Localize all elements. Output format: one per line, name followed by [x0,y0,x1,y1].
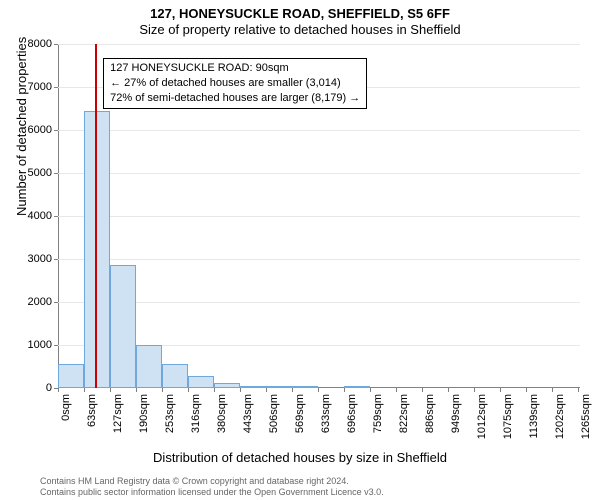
histogram-bar [214,383,240,388]
xtick-label: 759sqm [372,394,384,433]
xtick-label: 1265sqm [580,394,592,439]
ytick-label: 6000 [28,124,58,136]
callout-line: ← 27% of detached houses are smaller (3,… [110,76,360,91]
attribution-line: Contains HM Land Registry data © Crown c… [40,476,384,487]
xtick-label: 696sqm [346,394,358,433]
attribution-text: Contains HM Land Registry data © Crown c… [40,476,384,498]
gridline [58,173,580,174]
xtick-label: 633sqm [320,394,332,433]
ytick-label: 2000 [28,296,58,308]
xtick-label: 1202sqm [554,394,566,439]
ytick-label: 7000 [28,81,58,93]
ytick-label: 4000 [28,210,58,222]
ytick-label: 5000 [28,167,58,179]
chart-title-main: 127, HONEYSUCKLE ROAD, SHEFFIELD, S5 6FF [0,6,600,21]
histogram-bar [162,364,188,388]
xtick-mark [58,388,59,392]
callout-box: 127 HONEYSUCKLE ROAD: 90sqm← 27% of deta… [103,58,367,109]
xtick-label: 822sqm [398,394,410,433]
xtick-mark [318,388,319,392]
xtick-label: 949sqm [450,394,462,433]
xtick-mark [266,388,267,392]
xtick-mark [240,388,241,392]
xtick-label: 1012sqm [476,394,488,439]
xtick-mark [578,388,579,392]
ytick-label: 8000 [28,38,58,50]
xtick-label: 1139sqm [528,394,540,438]
xtick-label: 1075sqm [502,394,514,439]
xtick-mark [396,388,397,392]
xtick-mark [136,388,137,392]
xtick-mark [110,388,111,392]
histogram-bar [292,386,318,388]
xtick-mark [84,388,85,392]
x-axis-label: Distribution of detached houses by size … [0,450,600,465]
histogram-bar [110,265,136,388]
gridline [58,216,580,217]
xtick-mark [500,388,501,392]
chart-title-sub: Size of property relative to detached ho… [0,22,600,37]
chart-plot-area: 0100020003000400050006000700080000sqm63s… [58,44,580,388]
histogram-bar [266,386,292,388]
xtick-mark [370,388,371,392]
histogram-bar [136,345,162,388]
xtick-mark [162,388,163,392]
histogram-bar [344,386,370,388]
callout-line: 127 HONEYSUCKLE ROAD: 90sqm [110,61,360,76]
xtick-label: 63sqm [86,394,98,427]
xtick-label: 316sqm [190,394,202,433]
property-marker-line [95,44,97,388]
ytick-label: 1000 [28,339,58,351]
xtick-label: 443sqm [242,394,254,433]
xtick-mark [344,388,345,392]
xtick-label: 506sqm [268,394,280,433]
gridline [58,259,580,260]
gridline [58,130,580,131]
xtick-label: 569sqm [294,394,306,433]
xtick-mark [526,388,527,392]
xtick-label: 127sqm [112,394,124,433]
ytick-label: 3000 [28,253,58,265]
chart-title-block: 127, HONEYSUCKLE ROAD, SHEFFIELD, S5 6FF… [0,0,600,37]
xtick-mark [292,388,293,392]
xtick-mark [214,388,215,392]
xtick-label: 0sqm [60,394,72,421]
xtick-mark [552,388,553,392]
ytick-label: 0 [46,382,58,394]
xtick-mark [422,388,423,392]
xtick-label: 886sqm [424,394,436,433]
gridline [58,44,580,45]
xtick-mark [474,388,475,392]
xtick-mark [188,388,189,392]
xtick-label: 380sqm [216,394,228,433]
histogram-bar [240,386,266,388]
xtick-label: 253sqm [164,394,176,433]
xtick-mark [448,388,449,392]
histogram-bar [188,376,214,388]
xtick-label: 190sqm [138,394,150,433]
gridline [58,302,580,303]
callout-line: 72% of semi-detached houses are larger (… [110,91,360,106]
histogram-bar [58,364,84,388]
attribution-line: Contains public sector information licen… [40,487,384,498]
